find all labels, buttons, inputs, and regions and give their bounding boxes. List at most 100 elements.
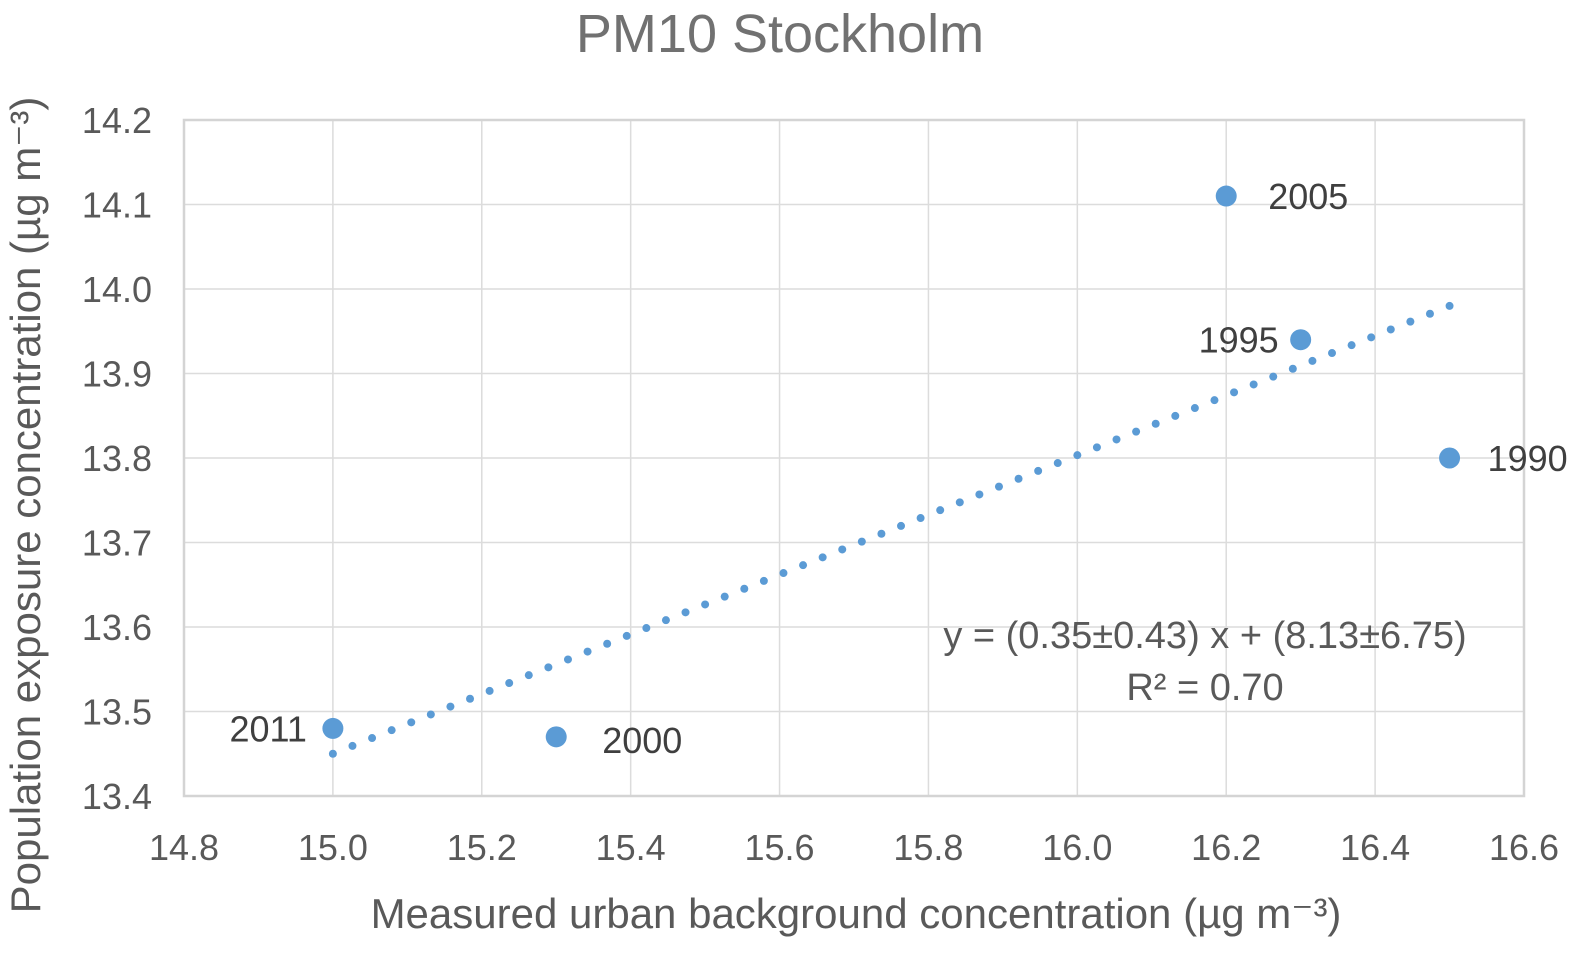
trendline-dot [622,631,631,640]
trendline-dot [818,553,827,562]
y-tick-label: 13.5 [82,692,152,733]
trendline-r-squared: R² = 0.70 [1126,667,1283,709]
x-tick-label: 14.8 [149,827,219,868]
trendline-dot [603,639,612,648]
trendline-dot [1367,333,1376,342]
y-tick-label: 13.8 [82,438,152,479]
plot-border [182,118,1526,798]
y-tick-label: 13.9 [82,354,152,395]
gridlines-layer [183,119,1525,797]
trendline-dot [1171,411,1180,420]
trendline-dot [740,584,749,593]
trendline-dot [1073,451,1082,460]
trendline-dot [1269,372,1278,381]
data-point [1439,447,1461,469]
trendline-dot [426,710,435,719]
data-point [1215,185,1237,207]
trendline-dot [348,741,357,750]
x-tick-label: 15.8 [893,827,963,868]
x-tick-label: 15.4 [596,827,666,868]
trendline-dot [1014,474,1023,483]
y-tick-label: 14.2 [82,100,152,141]
trendline-equation: y = (0.35±0.43) x + (8.13±6.75) [943,615,1466,657]
trendline-dot [701,600,710,609]
trendline-dot [1230,388,1239,397]
x-tick-label: 16.0 [1042,827,1112,868]
trendline-dot [1112,435,1121,444]
trendline-dot [407,718,416,727]
trendline-dot [779,569,788,578]
x-tick-label: 16.2 [1191,827,1261,868]
data-point-label: 2005 [1268,176,1348,217]
trendline-dot [1151,419,1160,428]
trendline-dot [368,734,377,743]
trendline-dot [466,694,475,703]
y-tick-label: 13.7 [82,523,152,564]
data-point-label: 1995 [1199,320,1279,361]
trendline-dot [975,490,984,499]
trendline-dot [1406,317,1415,326]
chart-title: PM10 Stockholm [576,4,984,64]
trendline-dot [759,576,768,585]
trendline-dot [1347,341,1356,350]
trendline-dot [563,655,572,664]
trendline-dot [387,726,396,735]
x-axis-title: Measured urban background concentration … [371,890,1342,937]
trendline-dot [1053,459,1062,468]
trendline-dot [642,624,651,633]
trendline-dot [994,482,1003,491]
tick-labels-layer: 14.8 15.0 15.2 15.4 15.6 15.8 16.0 16.2 16.4 16.6… [82,100,1559,868]
y-axis-title: Population exposure concentration (µg m⁻… [2,97,49,914]
trendline-dot [799,561,808,570]
trendline-dot [936,506,945,515]
data-point-label: 2011 [229,708,306,749]
y-tick-label: 13.4 [82,776,152,817]
trendline-dot [681,608,690,617]
trendline-dot [505,679,514,688]
trendline-dot [485,686,494,695]
trendline-dot [877,529,886,538]
trendline-dot [446,702,455,711]
x-tick-label: 16.4 [1340,827,1410,868]
trendline-dot [544,663,553,672]
trendline-dot [897,521,906,530]
trendline-dot [838,545,847,554]
trendline-dot [1034,466,1043,475]
data-point-label: 1990 [1488,438,1568,479]
x-tick-label: 16.6 [1489,827,1559,868]
trendline-dot [1425,309,1434,318]
trendline-dot [1328,349,1337,358]
x-tick-label: 15.0 [298,827,368,868]
trendline-dot [955,498,964,507]
trendline-dot [1308,356,1317,365]
plot-border-layer [182,118,1526,798]
trendline-dot [524,671,533,680]
trendline-dot [1132,427,1141,436]
trendline-dot [857,537,866,546]
trendline-dot [1249,380,1258,389]
x-tick-label: 15.6 [745,827,815,868]
trendline-dot [661,616,670,625]
data-point [322,717,344,739]
trendline-dot [1445,301,1454,310]
trendline-dot [916,514,925,523]
trendline-dot [720,592,729,601]
trendline-dot [1386,325,1395,334]
trendline-dot [1288,364,1297,373]
y-tick-label: 14.0 [82,269,152,310]
trendline-dot [328,749,337,758]
trendline-dot [1210,396,1219,405]
trendline-dot [583,647,592,656]
data-point [1290,329,1312,351]
y-tick-label: 13.6 [82,607,152,648]
trendline-dot [1092,443,1101,452]
x-tick-label: 15.2 [447,827,517,868]
y-tick-label: 14.1 [82,185,152,226]
trendline-dot [1190,404,1199,413]
data-point-label: 2000 [602,720,682,761]
data-point [545,726,567,748]
trendline-layer [328,301,1454,758]
data-points-layer: 2011 2000 2005 1995 1990 [229,176,1567,761]
